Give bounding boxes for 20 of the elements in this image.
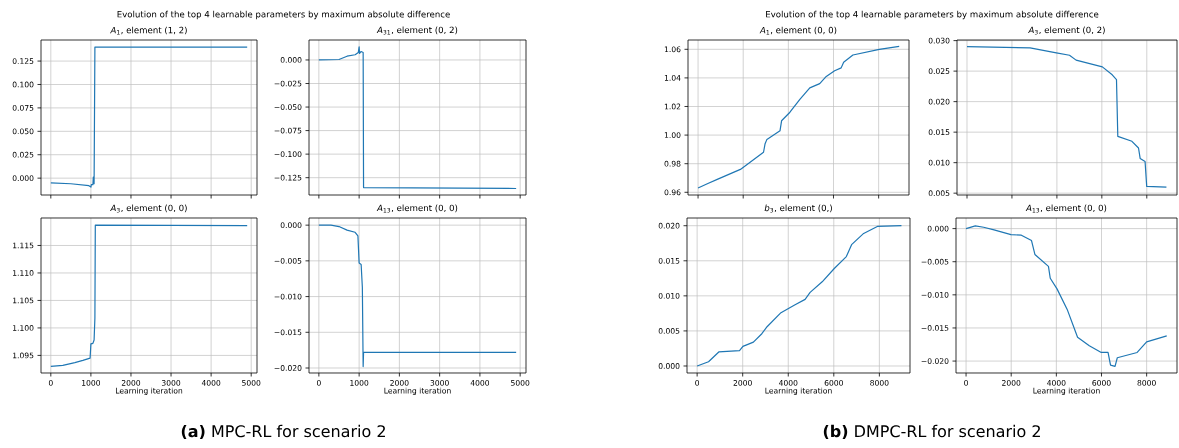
chart-title: A$_{3}$, element (0, 0) [110, 204, 187, 213]
line-series [966, 46, 1168, 188]
line-series [965, 225, 1168, 367]
chart-title: A$_{13}$, element (0, 0) [376, 204, 458, 213]
chart-title: A$_{1}$, element (0, 0) [759, 26, 837, 35]
text: Evolution of the top 4 learnable parameters by maximum absolute difference [766, 10, 1099, 20]
line-series [50, 46, 248, 188]
line-series [318, 224, 517, 368]
text: Evolution of the top 4 learnable parameters by maximum absolute difference [117, 10, 450, 20]
chart-title: b$_{3}$, element (0,) [764, 204, 832, 213]
line-series [697, 45, 900, 189]
text: (a) MPC-RL for scenario 2 [181, 424, 385, 440]
text: (b) DMPC-RL for scenario 2 [823, 424, 1040, 440]
line-series [50, 224, 248, 367]
chart-title: A$_{1}$, element (1, 2) [110, 26, 187, 35]
line-series [696, 225, 903, 367]
line-series [318, 46, 517, 190]
chart-title: A$_{13}$, element (0, 0) [1025, 204, 1107, 213]
chart-title: A$_{3}$, element (0, 2) [1028, 26, 1105, 35]
chart-title: A$_{31}$, element (0, 2) [376, 26, 458, 35]
